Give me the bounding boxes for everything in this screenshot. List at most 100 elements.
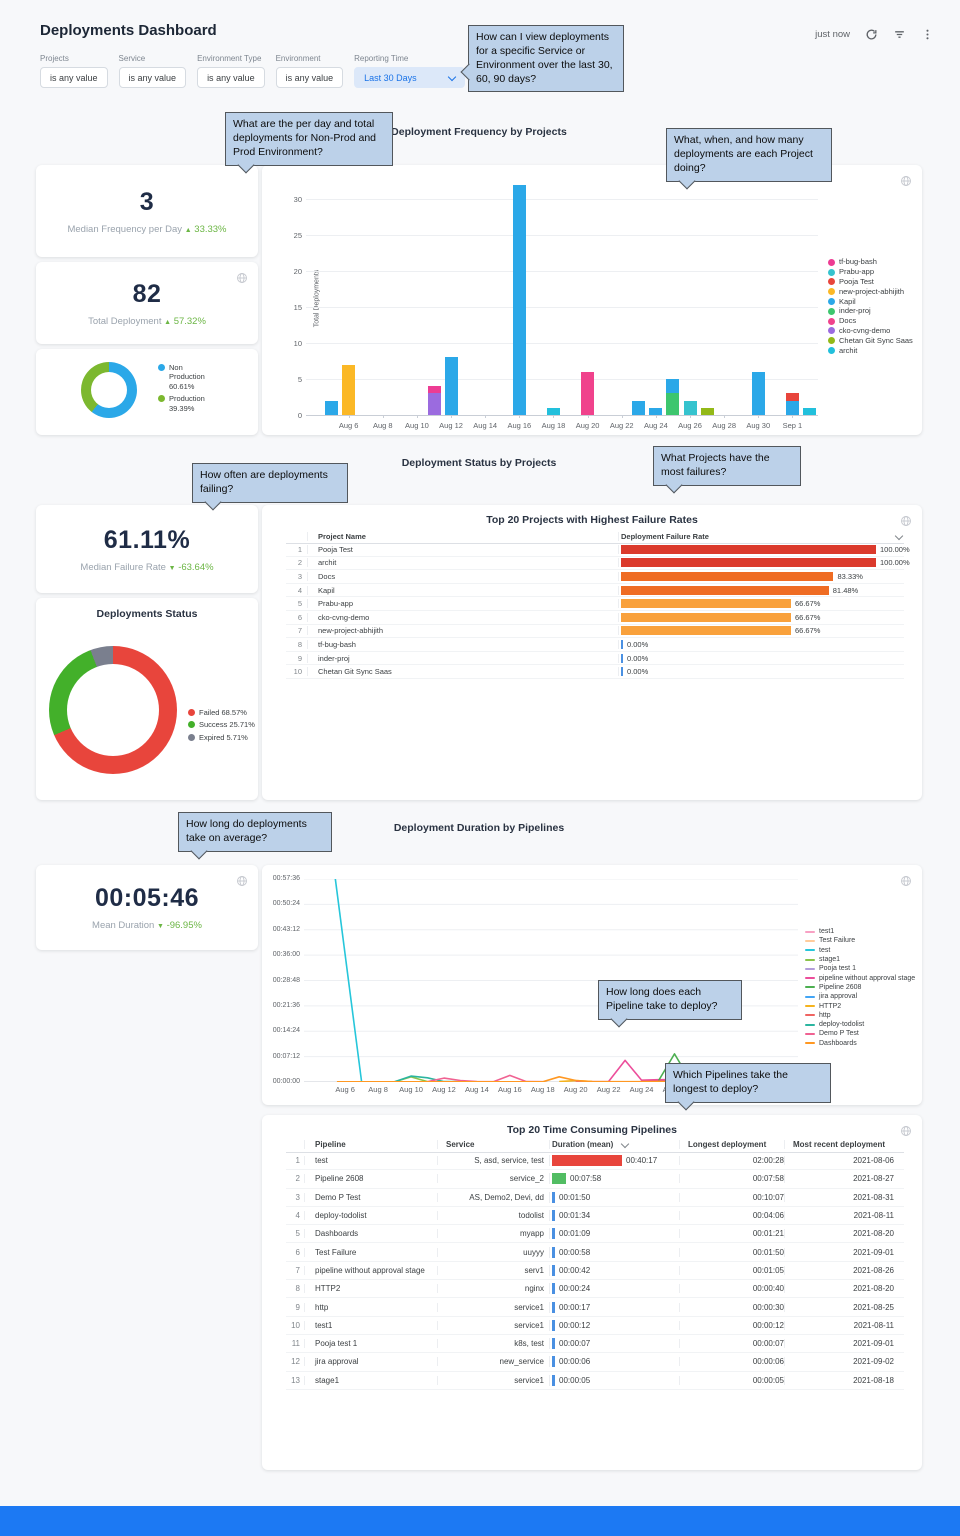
filter-value-environment[interactable]: is any value [275, 67, 344, 88]
table-row[interactable]: 9 http service1 00:00:17 00:00:30 2021-08-25 [286, 1298, 904, 1317]
globe-icon[interactable] [900, 1124, 912, 1142]
bar-segment[interactable] [802, 407, 816, 415]
legend-label: new-project-abhijith [839, 286, 905, 296]
table-row[interactable]: 5 Dashboards myapp 00:01:09 00:01:21 2021-08-… [286, 1225, 904, 1244]
legend-item[interactable]: Demo P Test [805, 1029, 915, 1038]
bar-segment[interactable] [632, 400, 646, 415]
series-test[interactable] [331, 879, 363, 1082]
bar-segment[interactable] [751, 371, 765, 415]
series-dashboards[interactable] [336, 1076, 790, 1082]
sort-chevron-icon[interactable] [620, 1139, 629, 1149]
refresh-icon[interactable] [865, 28, 878, 41]
table-row[interactable]: 8 tf-bug-bash 0.00% [286, 638, 904, 652]
legend-item[interactable]: Dashboards [805, 1039, 915, 1048]
legend-item[interactable]: test [805, 946, 915, 955]
legend-item[interactable]: jira approval [805, 992, 915, 1001]
bar-segment[interactable] [444, 357, 458, 415]
legend-item[interactable]: HTTP2 [805, 1001, 915, 1010]
legend-item[interactable]: inder-proj [828, 306, 913, 316]
bar-segment[interactable] [666, 379, 680, 394]
bar-segment[interactable] [546, 407, 560, 415]
globe-icon[interactable] [236, 271, 248, 289]
table-row[interactable]: 4 deploy-todolist todolist 00:01:34 00:04:06… [286, 1207, 904, 1226]
globe-icon[interactable] [900, 514, 912, 532]
filter-value-reporting-time[interactable]: Last 30 Days [354, 67, 466, 88]
legend-item[interactable]: Prabu-app [828, 267, 913, 277]
table-row[interactable]: 10 test1 service1 00:00:12 00:00:12 2021-08-1… [286, 1317, 904, 1335]
table-row[interactable]: 10 Chetan Git Sync Saas 0.00% [286, 665, 904, 679]
table-row[interactable]: 1 test S, asd, service, test 00:40:17 02:00:… [286, 1152, 904, 1171]
legend-item[interactable]: Pooja Test [828, 277, 913, 287]
bar-segment[interactable] [649, 407, 663, 415]
table-row[interactable]: 2 Pipeline 2608 service_2 00:07:58 00:07:58 2… [286, 1170, 904, 1189]
table-row[interactable]: 12 jira approval new_service 00:00:06 00:00:… [286, 1353, 904, 1372]
failure-rate-header[interactable]: Deployment Failure Rate [618, 531, 904, 541]
legend-item[interactable]: deploy-todolist [805, 1020, 915, 1029]
filter-value-projects[interactable]: is any value [40, 67, 108, 88]
legend-item[interactable]: Kapil [828, 296, 913, 306]
sort-chevron-icon[interactable] [894, 531, 904, 541]
recent-header[interactable]: Most recent deployment [784, 1140, 896, 1149]
legend-item[interactable]: Docs [828, 316, 913, 326]
bar-segment[interactable] [683, 400, 697, 415]
legend-item[interactable]: Pooja test 1 [805, 964, 915, 973]
environment-donut-chart[interactable] [81, 362, 137, 418]
legend-item[interactable]: http [805, 1011, 915, 1020]
table-row[interactable]: 7 pipeline without approval stage serv1 00:… [286, 1262, 904, 1281]
longest-header[interactable]: Longest deployment [679, 1140, 784, 1149]
bar-segment[interactable] [427, 393, 441, 415]
legend-item[interactable]: Production 39.39% [158, 394, 217, 413]
table-row[interactable]: 11 Pooja test 1 k8s, test 00:00:07 00:00:07 2… [286, 1335, 904, 1354]
legend-item[interactable]: Chetan Git Sync Saas [828, 335, 913, 345]
more-menu-icon[interactable] [921, 28, 934, 41]
table-row[interactable]: 6 Test Failure uuyyy 00:00:58 00:01:50 2021-0… [286, 1243, 904, 1262]
table-row[interactable]: 13 stage1 service1 00:00:05 00:00:05 2021-08-… [286, 1372, 904, 1390]
legend-swatch [158, 364, 165, 371]
globe-icon[interactable] [900, 874, 912, 892]
table-row[interactable]: 9 inder-proj 0.00% [286, 652, 904, 666]
bar-segment[interactable] [785, 400, 799, 415]
service-header[interactable]: Service [437, 1140, 549, 1149]
table-row[interactable]: 4 Kapil 81.48% [286, 584, 904, 598]
legend-item[interactable]: tf-bug-bash [828, 257, 913, 267]
filter-icon[interactable] [893, 28, 906, 41]
table-row[interactable]: 6 cko-cvng-demo 66.67% [286, 611, 904, 625]
globe-icon[interactable] [236, 874, 248, 892]
series-demo-p-test[interactable] [427, 1074, 543, 1082]
globe-icon[interactable] [900, 174, 912, 192]
bar-segment[interactable] [581, 371, 595, 415]
bar-segment[interactable] [342, 364, 356, 415]
legend-item[interactable]: cko-cvng-demo [828, 326, 913, 336]
legend-item[interactable]: stage1 [805, 955, 915, 964]
bar-segment[interactable] [427, 386, 441, 394]
table-row[interactable]: 8 HTTP2 nginx 00:00:24 00:00:40 2021-08-20 [286, 1280, 904, 1299]
table-row[interactable]: 1 Pooja Test 100.00% [286, 543, 910, 557]
filter-value-environment-type[interactable]: is any value [197, 67, 265, 88]
legend-item[interactable]: Test Failure [805, 936, 915, 945]
legend-item[interactable]: test1 [805, 927, 915, 936]
bar-segment[interactable] [700, 407, 714, 415]
legend-item[interactable]: Expired 5.71% [188, 733, 255, 742]
pipeline-header[interactable]: Pipeline [304, 1140, 437, 1149]
bar-segment[interactable] [785, 393, 799, 401]
legend-item[interactable]: archit [828, 345, 913, 355]
legend-item[interactable]: Pipeline 2608 [805, 983, 915, 992]
legend-item[interactable]: pipeline without approval stage [805, 973, 915, 982]
bar-segment[interactable] [512, 184, 526, 415]
project-name-header[interactable]: Project Name [307, 531, 618, 541]
table-row[interactable]: 7 new-project-abhijith 66.67% [286, 625, 904, 639]
table-row[interactable]: 3 Demo P Test AS, Demo2, Devi, dd 00:01:50 0… [286, 1189, 904, 1207]
bar-segment[interactable] [325, 400, 339, 415]
median-failure-value: 61.11% [103, 525, 191, 554]
table-row[interactable]: 3 Docs 83.33% [286, 570, 904, 584]
status-donut-chart[interactable] [49, 646, 177, 774]
legend-item[interactable]: Non Production 60.61% [158, 363, 217, 391]
legend-item[interactable]: Success 25.71% [188, 720, 255, 729]
table-row[interactable]: 5 Prabu-app 66.67% [286, 597, 904, 611]
table-row[interactable]: 2 archit 100.00% [286, 557, 910, 571]
legend-item[interactable]: new-project-abhijith [828, 286, 913, 296]
legend-item[interactable]: Failed 68.57% [188, 708, 255, 717]
filter-value-service[interactable]: is any value [118, 67, 187, 88]
bar-segment[interactable] [666, 393, 680, 415]
duration-header[interactable]: Duration (mean) [549, 1139, 679, 1149]
